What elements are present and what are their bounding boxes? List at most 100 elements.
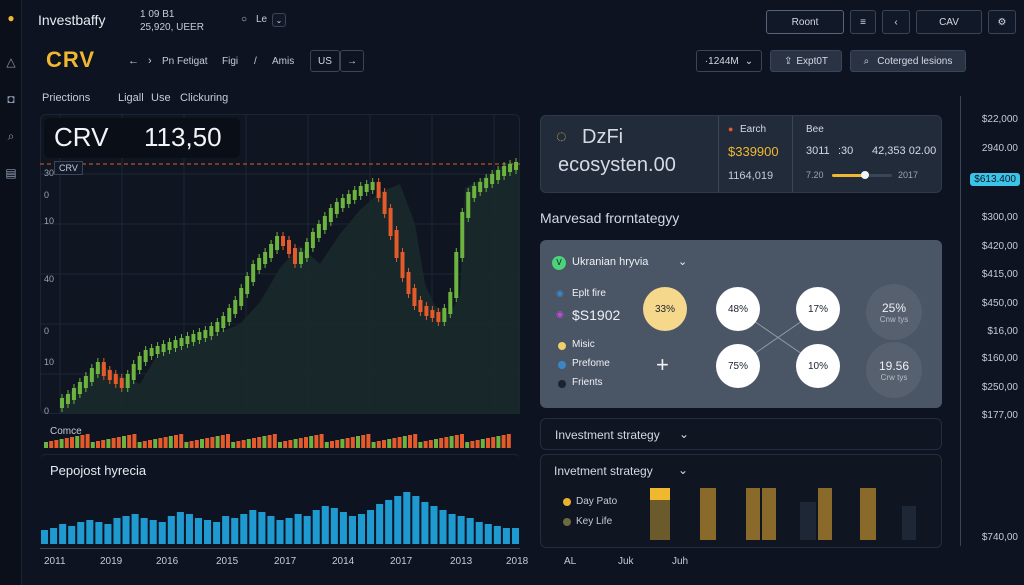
blue-bar xyxy=(158,522,166,544)
defi-slider[interactable] xyxy=(832,171,892,179)
interval-dropdown[interactable]: ·1244M ⌄ xyxy=(696,50,762,72)
lower-bar-chart xyxy=(41,492,519,544)
candle xyxy=(472,186,477,198)
cav-button[interactable]: CAV xyxy=(916,10,982,34)
stat-circle: 25% Cnw tys xyxy=(866,284,922,340)
strategy-dropdown[interactable]: Investment strategy ⌄ xyxy=(540,418,942,450)
blue-bar xyxy=(376,504,384,544)
blue-bar xyxy=(394,496,402,544)
arrow-left-icon[interactable]: ← xyxy=(128,55,139,67)
candle xyxy=(310,232,315,248)
menu-icon[interactable]: ≡ xyxy=(850,10,876,34)
defi-subtitle: ecosysten.00 xyxy=(558,154,676,176)
blue-bar xyxy=(493,526,501,544)
export-label: Expt0T xyxy=(796,55,829,67)
split-value-dot-icon: ◉ xyxy=(556,309,564,319)
volume-bar xyxy=(324,442,329,448)
candle xyxy=(203,330,208,338)
candle xyxy=(209,326,214,336)
tab-ligall[interactable]: Ligall xyxy=(118,92,144,104)
nav-item-2[interactable]: Figi xyxy=(222,56,239,67)
strategy-bar-top xyxy=(650,488,670,500)
currency-dropdown[interactable]: Ukranian hryvia xyxy=(572,256,649,268)
volume-bar xyxy=(293,439,298,448)
blue-bar xyxy=(412,496,420,544)
candle xyxy=(352,190,357,200)
tab-projections[interactable]: Priections xyxy=(42,92,91,104)
price-symbol: CRV xyxy=(54,122,109,152)
blue-bar xyxy=(421,502,429,544)
allocation-circle[interactable]: 17% xyxy=(796,287,840,331)
database-icon[interactable]: ▤ xyxy=(5,166,17,180)
volume-bar xyxy=(241,440,246,448)
bell-icon[interactable]: △ xyxy=(6,55,16,69)
arrow-right-icon[interactable]: → xyxy=(340,50,364,72)
earch-dot-icon: ● xyxy=(728,124,734,134)
volume-bar xyxy=(231,442,236,448)
candle xyxy=(328,208,333,222)
allocation-circle[interactable]: 75% xyxy=(716,344,760,388)
plus-icon[interactable]: + xyxy=(656,352,669,377)
volume-bar xyxy=(413,434,418,448)
blue-bar xyxy=(231,518,239,544)
volume-bar xyxy=(371,442,376,448)
tab-clickuring[interactable]: Clickuring xyxy=(180,92,229,104)
nav-item-3[interactable]: Amis xyxy=(272,56,295,67)
tab-use[interactable]: Use xyxy=(151,92,171,104)
candle xyxy=(388,208,393,236)
export-button[interactable]: ⇪ Expt0T xyxy=(770,50,842,72)
candle xyxy=(496,170,501,180)
volume-bar xyxy=(350,437,355,448)
col2-e: 2017 xyxy=(898,170,919,180)
search-icon[interactable]: ⌕ xyxy=(7,129,15,143)
reset-button[interactable]: Roont xyxy=(766,10,844,34)
volume-bar xyxy=(288,440,293,448)
col2-c: 42,353 02.00 xyxy=(872,145,937,157)
volume-bar xyxy=(220,435,225,448)
slider-knob[interactable] xyxy=(861,171,869,179)
legend-dot xyxy=(563,498,571,506)
volume-bar xyxy=(470,441,475,448)
volume-bar xyxy=(153,439,158,448)
strategy-dropdown-2[interactable]: Invetment strategy xyxy=(554,464,653,478)
volume-bar xyxy=(506,434,511,448)
back-icon[interactable]: ‹ xyxy=(882,10,910,34)
allocation-circle[interactable]: 33% xyxy=(643,287,687,331)
candle xyxy=(215,322,220,332)
logo-icon: ● xyxy=(7,11,15,25)
strategy-bar xyxy=(818,488,832,540)
nav-item-1[interactable]: Pn Fetigat xyxy=(162,56,208,67)
candle xyxy=(137,356,142,370)
stat-label: Crw tys xyxy=(880,372,908,382)
candle xyxy=(269,244,274,258)
right-axis-line xyxy=(960,96,961,546)
allocation-circle[interactable]: 10% xyxy=(796,344,840,388)
candle xyxy=(460,212,465,258)
ticker-line-2: 25,920, UEER xyxy=(140,22,204,33)
region-button[interactable]: US xyxy=(310,50,340,72)
volume-bar xyxy=(475,440,480,448)
toggle-icon[interactable]: ○ xyxy=(241,14,248,25)
blue-bar xyxy=(385,500,393,544)
candle-series xyxy=(60,158,519,412)
blue-bar xyxy=(122,516,130,544)
search-label: Coterged lesions xyxy=(877,55,953,67)
blue-bar xyxy=(104,524,112,544)
right-axis-tick: $177,00 xyxy=(981,410,1018,421)
lower-chart-title: Pepojost hyrecia xyxy=(50,463,147,478)
stat-circle: 19.56 Crw tys xyxy=(866,342,922,398)
allocation-circle[interactable]: 48% xyxy=(716,287,760,331)
search-field[interactable]: ⌕ Coterged lesions xyxy=(850,50,966,72)
settings-icon[interactable]: ⚙ xyxy=(988,10,1016,34)
search-icon: ⌕ xyxy=(863,55,870,67)
blue-bar xyxy=(249,510,257,544)
candle xyxy=(161,344,166,352)
dropdown-icon[interactable]: ⌄ xyxy=(272,13,286,27)
volume-bar xyxy=(210,437,215,448)
chevron-down-icon[interactable]: ⌄ xyxy=(678,256,688,268)
volume-bar xyxy=(501,435,506,448)
chevron-down-icon[interactable]: ⌄ xyxy=(678,463,689,477)
col1-value: $339900 xyxy=(728,144,779,159)
candle xyxy=(233,300,238,314)
camera-icon[interactable]: ◘ xyxy=(7,92,15,106)
